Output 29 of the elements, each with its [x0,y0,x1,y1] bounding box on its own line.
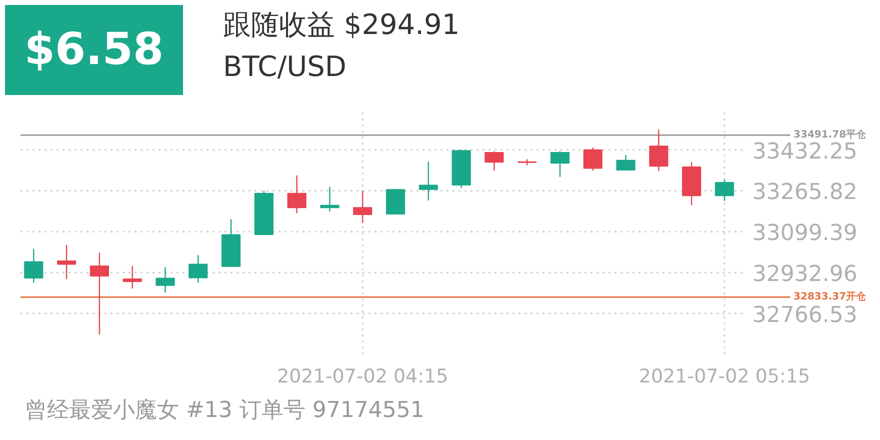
candlestick [616,154,636,171]
x-tick-label: 2021-07-02 05:15 [638,366,810,388]
candlestick [353,190,372,224]
candlestick [583,147,602,172]
candlestick [90,252,109,336]
candlestick [714,179,734,202]
candlestick [24,248,44,284]
y-tick-label: 33265.82 [752,180,858,206]
y-tick-label: 32766.53 [752,303,858,328]
candlestick [418,161,438,202]
candlestick [287,174,306,214]
x-tick-label: 2021-07-02 04:15 [277,366,448,388]
ref-line-label: 33491.78平仓 [794,128,868,141]
text: $6.58 [24,22,164,77]
candlestick [188,254,208,284]
candlestick [320,186,340,212]
candlestick [484,150,504,172]
chart-subtitle: BTC/USD [223,49,348,85]
candlestick [156,266,175,294]
y-tick-label: 32932.96 [752,262,858,288]
candlestick [122,265,142,290]
candlestick [57,244,76,280]
ref-line-label: 32833.37开仓 [794,290,868,303]
candlestick [649,128,668,172]
text: 曾经最爱小魔女 #13 订单号 97174551 [25,397,424,425]
chart-title: 跟随收益 $294.91 [223,7,460,43]
y-tick-label: 33432.25 [752,139,858,164]
candlestick [550,150,570,178]
y-tick-label: 33099.39 [752,221,858,246]
